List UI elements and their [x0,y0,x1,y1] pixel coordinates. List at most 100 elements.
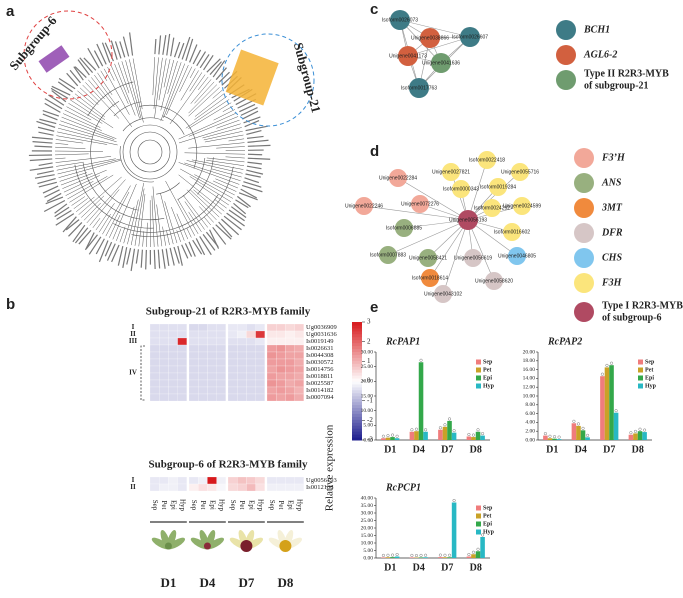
legend-swatch [574,173,594,193]
tree-branch [56,158,116,171]
heatmap-cell [207,379,217,388]
heatmap-cell [188,476,199,485]
tree-branch [78,176,122,215]
bar [423,431,428,440]
heatmap-cell [237,337,247,346]
x-tick-label: D4 [413,444,425,455]
node-label: Isoform0000343 [443,186,479,192]
replicate-dot [629,431,633,435]
column-label: Pet [199,501,207,510]
replicate-dot [391,433,395,437]
heatmap-cell [294,344,304,353]
leaf-label [117,246,124,266]
bar [390,437,395,440]
leaf-label [73,66,84,81]
tree-branch [190,79,212,104]
legend-swatch [556,70,576,90]
leaf-label [68,222,83,237]
heatmap-cell [188,379,199,388]
legend-swatch [476,375,481,381]
heatmap-cell [246,476,256,485]
leaf-label [212,60,226,78]
node-label: Unigene0041636 [422,60,460,66]
leaf-label [244,119,260,128]
bar [447,420,452,440]
heatmap-cell [227,330,238,339]
heatmap-cell [207,344,217,353]
stage-label: D4 [199,575,215,590]
row-label: Is0019149 [306,338,333,345]
heatmap-cell [177,372,187,381]
tree-branch [55,146,86,149]
row-label: Ug0031636 [306,331,337,338]
heatmap-cell [255,379,265,388]
network-node [489,178,507,196]
heatmap-cell [266,365,277,374]
heatmap-cell [207,393,217,402]
leaf-label [246,129,262,136]
heatmap-cell [285,358,295,367]
heatmap-cell [149,344,160,353]
colorbar-segment [352,366,362,370]
leaf-label [245,125,268,132]
heatmap-cell [294,337,304,346]
tree-branch [177,198,199,235]
leaf-label [212,226,227,245]
heatmap-cell [227,393,238,402]
leaf-label [243,116,261,124]
bar [438,557,443,558]
panel-letter: e [370,299,378,316]
tree-branch [55,156,112,163]
network-node [398,46,418,66]
heatmap-cell [285,393,295,402]
bar [480,435,485,440]
heatmap-cell [207,386,217,395]
tree-branch [55,157,66,159]
tree-branch [188,84,218,114]
y-tick-label: 14.00 [523,376,536,382]
leaf-label [98,240,109,263]
heatmap-cell [177,323,187,332]
replicate-dot [476,428,480,432]
colorbar-segment [352,386,362,391]
column-label: Pet [277,501,285,510]
row-label: Is0044308 [306,352,333,359]
heatmap-cell [168,476,178,485]
colorbar-segment [352,360,362,364]
network-edge [387,219,469,256]
heatmap-cell [177,476,187,485]
tree-branch [116,228,122,241]
heatmap-cell [276,344,286,353]
bar [552,438,557,440]
column-label: Epi [208,500,216,510]
tree-branch [160,59,175,111]
legend-label: Type I R2R3-MYB [602,300,683,311]
tree-branch [142,231,145,247]
tree-branch [178,123,241,144]
leaf-label [223,215,242,231]
tree-branch [151,195,155,247]
leaf-label [31,136,53,140]
tree-branch [156,204,163,247]
network-node [452,180,470,198]
flower-center [240,540,253,552]
tree-branch [117,62,130,94]
heatmap-cell [246,483,256,492]
heatmap-cell [177,330,187,339]
heatmap-cell [207,372,217,381]
y-tick-label: 12.00 [523,384,536,390]
heatmap-cell [168,337,178,346]
tree-branch [166,230,170,246]
leaf-label [218,221,233,238]
leaf-label [230,206,247,218]
replicate-dot [443,553,447,557]
leaf-label [173,41,181,58]
tree-branch [178,162,240,185]
leaf-label [203,54,214,71]
bar [390,557,395,558]
node-label: Isoform0019284 [480,184,516,190]
tree-branch [184,201,205,230]
row-group-label: III [129,337,137,345]
